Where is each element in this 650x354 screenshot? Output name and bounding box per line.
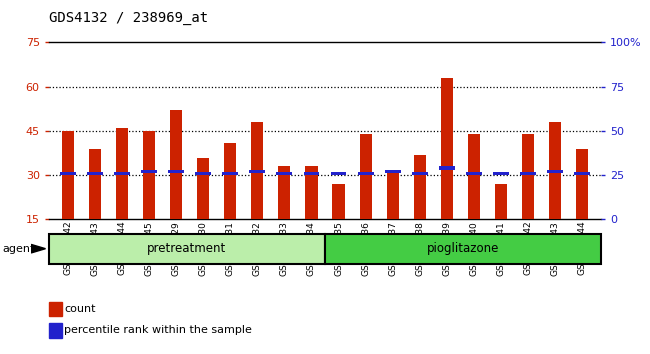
Bar [141,170,157,173]
Text: pretreatment: pretreatment [148,242,226,255]
Bar [332,184,345,219]
Bar [60,172,75,175]
Bar [576,149,588,219]
Bar [222,172,238,175]
Bar [359,134,372,219]
Bar [439,166,455,170]
Bar [495,184,507,219]
Text: percentile rank within the sample: percentile rank within the sample [64,325,252,336]
Bar [195,172,211,175]
Bar [168,170,184,173]
Text: count: count [64,304,96,314]
Bar [278,166,291,219]
Bar [522,134,534,219]
Bar [385,170,400,173]
Bar [306,166,318,219]
Bar [493,172,509,175]
Bar [250,170,265,173]
Bar [87,172,103,175]
Bar [251,122,263,219]
Bar [387,172,399,219]
Bar [549,122,562,219]
Bar [520,172,536,175]
Bar [88,149,101,219]
Bar [49,234,325,264]
Bar [224,143,237,219]
Bar [575,172,590,175]
Bar [441,78,453,219]
Text: GDS4132 / 238969_at: GDS4132 / 238969_at [49,11,208,25]
Bar [143,131,155,219]
Bar [466,172,482,175]
Bar [49,302,62,316]
Bar [325,234,601,264]
Bar [304,172,319,175]
Bar [547,170,563,173]
Bar [116,128,128,219]
Bar [358,172,374,175]
Bar [62,131,74,219]
Bar [49,323,62,338]
Bar [413,155,426,219]
Bar [197,158,209,219]
Bar [276,172,292,175]
Bar [114,172,130,175]
Bar [412,172,428,175]
Bar [331,172,346,175]
Bar [170,110,182,219]
Text: agent: agent [2,244,34,254]
Text: pioglitazone: pioglitazone [427,242,499,255]
Polygon shape [31,244,46,253]
Bar [468,134,480,219]
